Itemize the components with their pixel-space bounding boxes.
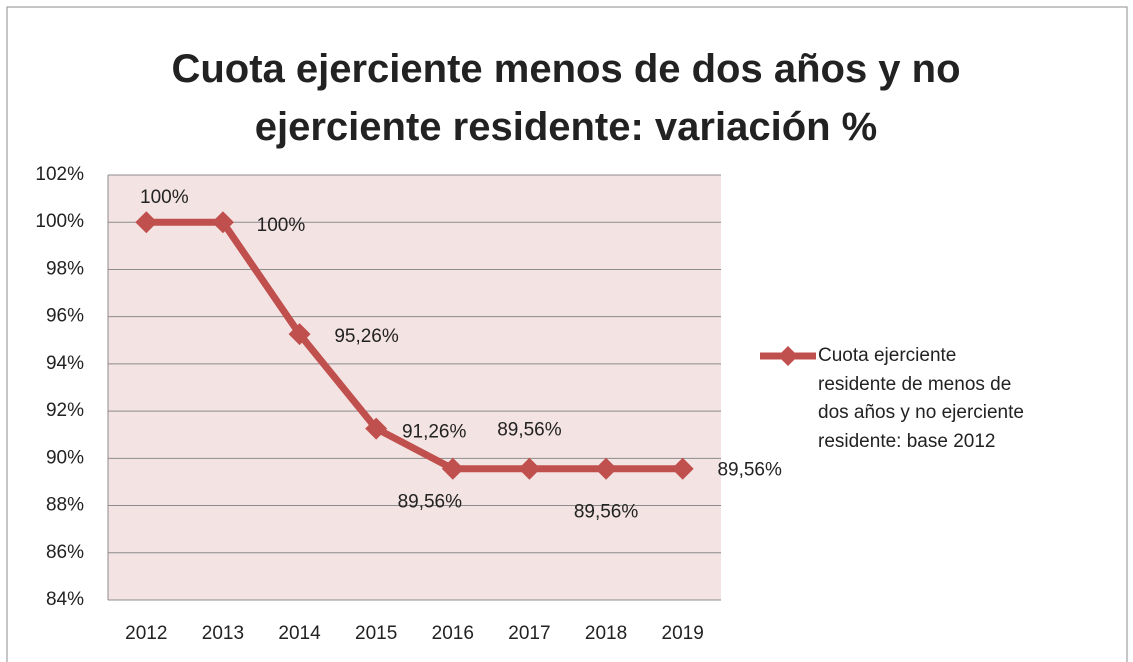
x-tick-label: 2014 <box>278 623 321 644</box>
point <box>365 417 388 440</box>
y-tick-label: 102% <box>35 164 84 185</box>
x-tick-label: 2017 <box>508 623 550 644</box>
legend-marker <box>778 346 798 366</box>
point <box>441 457 464 480</box>
data-label: 91,26% <box>402 422 467 443</box>
line <box>146 218 683 473</box>
x-tick-label: 2018 <box>585 623 627 644</box>
y-tick-label: 86% <box>46 542 84 563</box>
data-label: 100% <box>140 187 189 208</box>
y-tick-label: 92% <box>46 400 84 421</box>
x-tick-label: 2012 <box>125 623 167 644</box>
y-tick-label: 98% <box>46 258 84 279</box>
x-tick-label: 2013 <box>202 623 244 644</box>
data-label: 89,56% <box>574 502 639 523</box>
point <box>288 323 311 346</box>
y-tick-label: 84% <box>46 589 84 610</box>
y-tick-label: 96% <box>46 306 84 327</box>
data-label: 89,56% <box>717 460 782 481</box>
plot-area <box>108 175 721 600</box>
x-tick-label: 2015 <box>355 623 397 644</box>
data-label: 89,56% <box>497 420 562 441</box>
legend-label: Cuota ejerciente residente de menos de d… <box>818 345 1024 453</box>
y-tick-label: 88% <box>46 495 84 516</box>
point <box>211 211 234 234</box>
y-tick-label: 94% <box>46 353 84 374</box>
point <box>518 457 541 480</box>
x-tick-label: 2016 <box>432 623 474 644</box>
chart-title: Cuota ejerciente menos de dos años y no … <box>171 47 961 149</box>
data-label: 100% <box>257 215 306 236</box>
point <box>135 211 158 234</box>
x-tick-label: 2019 <box>662 623 704 644</box>
data-label: 89,56% <box>398 492 463 513</box>
y-tick-label: 100% <box>35 211 84 232</box>
data-label: 95,26% <box>334 326 399 347</box>
point <box>595 457 618 480</box>
y-tick-label: 90% <box>46 447 84 468</box>
point <box>671 457 694 480</box>
